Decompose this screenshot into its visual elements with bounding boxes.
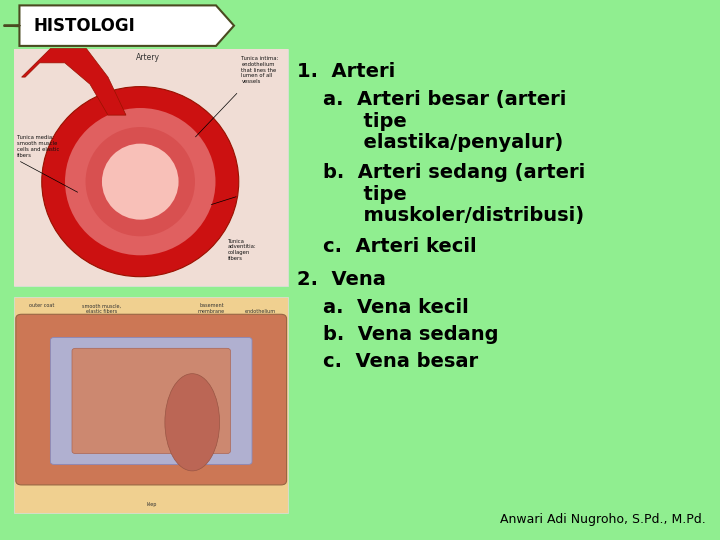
Text: klep: klep [146,502,156,507]
Text: elastika/penyalur): elastika/penyalur) [323,133,563,152]
Ellipse shape [86,127,195,237]
Polygon shape [14,49,288,286]
Ellipse shape [65,108,215,255]
Text: a.  Arteri besar (arteri: a. Arteri besar (arteri [323,90,566,109]
Ellipse shape [42,86,239,276]
FancyBboxPatch shape [14,49,288,286]
Text: Artery: Artery [135,53,159,62]
Text: tipe: tipe [323,185,406,204]
Text: Tunica intima:
endothelium
that lines the
lumen of all
vessels: Tunica intima: endothelium that lines th… [241,56,279,84]
Text: basement
membrane: basement membrane [198,303,225,314]
FancyBboxPatch shape [16,314,287,485]
Text: c.  Vena besar: c. Vena besar [323,352,477,371]
FancyBboxPatch shape [72,348,230,454]
Text: Tunica
adventitia:
collagen
fibers: Tunica adventitia: collagen fibers [228,239,256,261]
Text: Anwari Adi Nugroho, S.Pd., M.Pd.: Anwari Adi Nugroho, S.Pd., M.Pd. [500,514,706,526]
Text: tipe: tipe [323,112,406,131]
Text: Tunica media:
smooth muscle
cells and elastic
fibers: Tunica media: smooth muscle cells and el… [17,136,59,158]
Text: a.  Vena kecil: a. Vena kecil [323,298,468,317]
Ellipse shape [165,374,220,471]
Text: c.  Arteri kecil: c. Arteri kecil [323,237,476,255]
Polygon shape [22,49,126,115]
FancyBboxPatch shape [14,297,288,513]
Text: endothelium: endothelium [245,309,276,314]
Text: b.  Vena sedang: b. Vena sedang [323,325,498,344]
Text: 2.  Vena: 2. Vena [297,270,385,289]
Text: outer coat: outer coat [29,303,55,308]
Ellipse shape [102,144,179,220]
FancyBboxPatch shape [50,338,252,464]
Text: b.  Arteri sedang (arteri: b. Arteri sedang (arteri [323,163,585,182]
Text: smooth muscle,
elastic fibers: smooth muscle, elastic fibers [83,303,122,314]
Text: HISTOLOGI: HISTOLOGI [34,17,135,35]
Text: 1.  Arteri: 1. Arteri [297,62,395,81]
Text: muskoler/distribusi): muskoler/distribusi) [323,206,584,225]
Polygon shape [4,5,234,46]
